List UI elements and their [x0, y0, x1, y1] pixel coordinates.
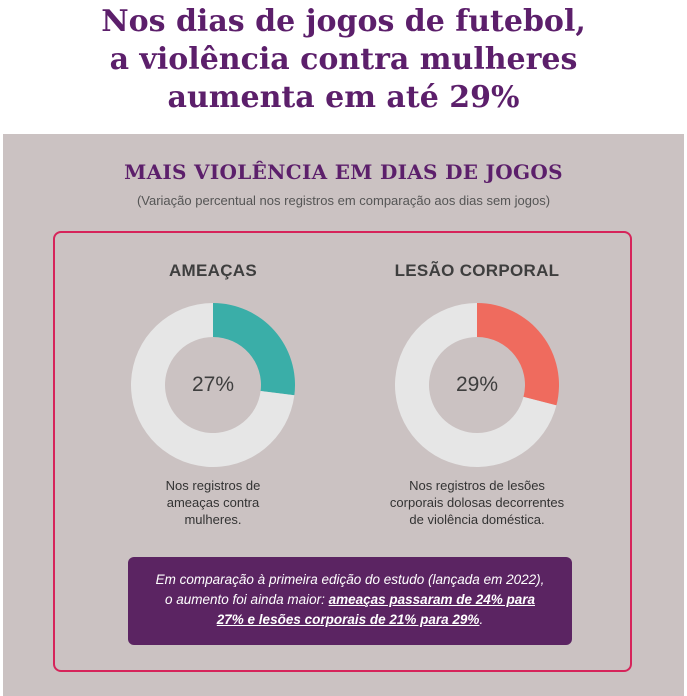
charts-card: AMEAÇAS 27% Nos registros de ameaças con… — [53, 231, 632, 672]
headline-line-3: aumenta em até 29% — [167, 80, 520, 115]
donut-value-label: 29% — [455, 373, 499, 396]
headline: Nos dias de jogos de futebol, a violênci… — [0, 0, 687, 117]
caption-line: ameaças contra — [166, 495, 260, 510]
donut-caption: Nos registros de ameaças contra mulheres… — [93, 477, 333, 528]
donut-chart-assault: 29% — [395, 303, 559, 467]
donut-slice-remainder — [131, 303, 295, 467]
donut-title: LESÃO CORPORAL — [394, 261, 560, 280]
comparison-note: Em comparação à primeira edição do estud… — [128, 557, 572, 645]
content-panel: MAIS VIOLÊNCIA EM DIAS DE JOGOS (Variaçã… — [3, 134, 684, 696]
donut-chart-threats: 27% — [131, 303, 295, 467]
note-text: . — [479, 612, 484, 627]
note-text: Em comparação à primeira edição do estud… — [155, 572, 545, 587]
donut-slice-remainder — [395, 303, 557, 467]
caption-line: de violência doméstica. — [409, 512, 545, 527]
donut-slice-value — [477, 303, 559, 406]
donut-title: AMEAÇAS — [168, 261, 258, 280]
donut-value-label: 27% — [191, 373, 235, 396]
headline-line-1: Nos dias de jogos de futebol, — [101, 4, 586, 39]
donut-slice-value — [213, 303, 295, 396]
note-highlight: ameaças passaram de 24% para — [328, 592, 535, 607]
caption-line: Nos registros de lesões — [409, 478, 545, 493]
caption-line: mulheres. — [184, 512, 242, 527]
donut-svg — [131, 303, 295, 467]
header: Nos dias de jogos de futebol, a violênci… — [0, 0, 687, 134]
note-text: o aumento foi ainda maior: — [165, 592, 329, 607]
caption-line: Nos registros de — [165, 478, 261, 493]
section-subtitle: (Variação percentual nos registros em co… — [136, 193, 551, 208]
note-highlight: 27% e lesões corporais de 21% para 29% — [216, 612, 480, 627]
headline-line-2: a violência contra mulheres — [109, 42, 578, 77]
donut-caption: Nos registros de lesões corporais dolosa… — [357, 477, 597, 528]
section-title: MAIS VIOLÊNCIA EM DIAS DE JOGOS — [124, 160, 563, 184]
donut-svg — [395, 303, 559, 467]
caption-line: corporais dolosas decorrentes — [389, 495, 565, 510]
